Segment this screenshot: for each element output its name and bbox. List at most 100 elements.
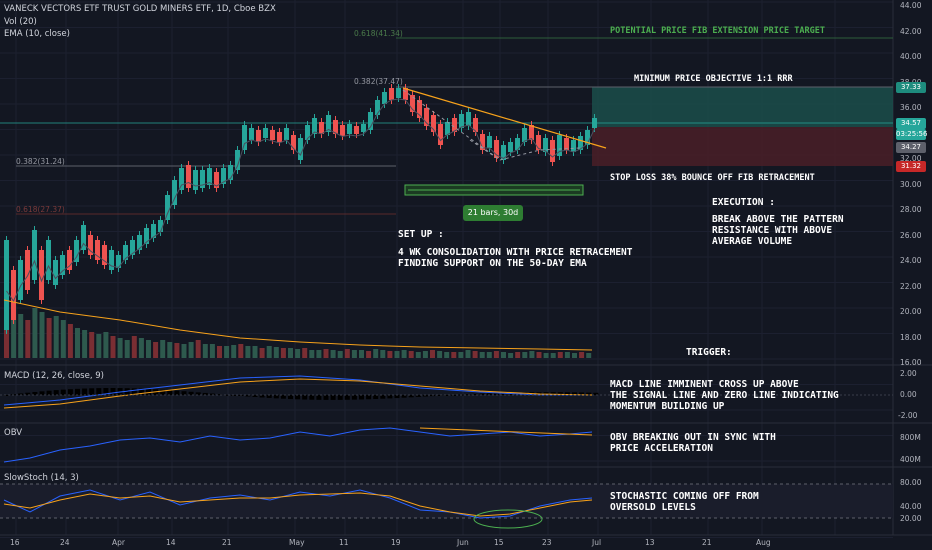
candle-body — [452, 118, 457, 132]
candle-body — [46, 240, 51, 280]
volume-bar — [202, 344, 208, 358]
time-tick: 13 — [645, 538, 655, 547]
candle-body — [389, 88, 394, 100]
candle-body — [88, 235, 93, 255]
volume-bar — [238, 344, 244, 358]
fib-target-annotation[interactable]: POTENTIAL PRICE FIB EXTENSION PRICE TARG… — [610, 26, 825, 36]
volume-bar — [103, 332, 109, 358]
volume-bar — [25, 320, 31, 358]
macd-histogram-bar — [138, 388, 144, 395]
macd-histogram-bar — [217, 394, 222, 396]
candle-body — [382, 92, 387, 104]
stop-loss-annotation[interactable]: STOP LOSS 38% BOUNCE OFF FIB RETRACEMENT — [610, 173, 815, 183]
stoch-band — [0, 484, 893, 518]
candle-body — [368, 112, 373, 130]
candle-body — [207, 168, 212, 185]
macd-histogram-bar — [32, 391, 38, 395]
volume-bar — [316, 350, 322, 358]
time-tick: 24 — [60, 538, 70, 547]
macd-histogram-bar — [366, 395, 372, 400]
volume-bar — [472, 351, 478, 358]
volume-bar — [408, 351, 414, 358]
volume-bar — [174, 343, 180, 358]
volume-bar — [387, 351, 393, 358]
stoch-annotation[interactable]: STOCHASTIC COMING OFF FROM OVERSOLD LEVE… — [610, 491, 759, 513]
time-tick: 21 — [702, 538, 712, 547]
candle-body — [543, 138, 548, 152]
volume-bar — [259, 348, 265, 358]
volume-bar — [437, 351, 443, 358]
candle-body — [424, 108, 429, 126]
volume-bar — [366, 351, 372, 358]
macd-histogram-bar — [53, 390, 59, 395]
macd-histogram-bar — [373, 395, 379, 400]
macd-histogram-bar — [39, 391, 45, 395]
obv-trendline — [419, 427, 593, 436]
macd-histogram-bar — [415, 395, 421, 397]
volume-bar — [75, 328, 80, 358]
candle-body — [151, 224, 156, 238]
obv-legend[interactable]: OBV — [4, 428, 23, 438]
price-tick: 28.00 — [900, 205, 922, 214]
execution-heading[interactable]: EXECUTION : — [712, 197, 775, 208]
candle-body — [144, 228, 149, 244]
volume-bar — [501, 352, 506, 358]
macd-annotation[interactable]: MACD LINE IMMINENT CROSS UP ABOVE THE SI… — [610, 379, 839, 412]
volume-bar — [323, 349, 329, 358]
candle-body — [298, 138, 303, 160]
candle-body — [550, 140, 555, 162]
candle-body — [396, 88, 401, 98]
macd-histogram-bar — [288, 395, 293, 400]
setup-heading[interactable]: SET UP : — [398, 229, 444, 240]
volume-bar — [401, 350, 407, 358]
trigger-heading[interactable]: TRIGGER: — [686, 347, 732, 358]
volume-legend[interactable]: Vol (20) — [4, 17, 37, 27]
candle-body — [564, 138, 569, 150]
stoch-legend[interactable]: SlowStoch (14, 3) — [4, 473, 79, 483]
macd-histogram-bar — [493, 393, 499, 395]
volume-bar — [344, 349, 350, 358]
volume-bar — [309, 350, 315, 358]
volume-bar — [280, 348, 286, 358]
volume-bar — [181, 344, 187, 358]
volume-bar — [153, 342, 159, 358]
volume-bar — [564, 352, 570, 358]
volume-bar — [444, 352, 450, 358]
candle-body — [431, 115, 436, 132]
candle-body — [326, 115, 331, 132]
candle-body — [221, 168, 226, 184]
volume-bar — [373, 349, 379, 358]
setup-text[interactable]: 4 WK CONSOLIDATION WITH PRICE RETRACEMEN… — [398, 247, 633, 269]
candle-body — [4, 240, 9, 330]
macd-histogram-bar — [160, 389, 166, 395]
candle-body — [529, 125, 534, 140]
candle-body — [81, 225, 86, 250]
macd-histogram-bar — [564, 392, 570, 395]
candle-body — [130, 240, 135, 255]
candle-body — [60, 255, 65, 275]
candle-body — [291, 135, 296, 150]
volume-bar — [146, 340, 151, 358]
min-objective-annotation[interactable]: MINIMUM PRICE OBJECTIVE 1:1 RRR — [634, 74, 793, 84]
volume-bar — [493, 351, 499, 358]
macd-histogram-bar — [295, 395, 301, 400]
macd-histogram-bar — [146, 388, 151, 395]
volume-bar — [508, 353, 514, 358]
execution-text[interactable]: BREAK ABOVE THE PATTERN RESISTANCE WITH … — [712, 214, 844, 247]
time-tick: May — [289, 538, 305, 547]
candle-body — [319, 122, 324, 134]
price-tick: 22.00 — [900, 281, 922, 291]
volume-bar — [295, 349, 301, 358]
ema-legend[interactable]: EMA (10, close) — [4, 29, 70, 39]
candle-body — [249, 128, 254, 140]
bars-range-label[interactable]: 21 bars, 30d — [463, 205, 523, 221]
macd-histogram-bar — [181, 391, 187, 395]
macd-legend[interactable]: MACD (12, 26, close, 9) — [4, 371, 104, 381]
obv-annotation[interactable]: OBV BREAKING OUT IN SYNC WITH PRICE ACCE… — [610, 432, 776, 454]
volume-bar — [224, 346, 230, 358]
candle-body — [340, 125, 345, 136]
macd-histogram-bar — [479, 393, 485, 395]
volume-bar — [522, 352, 528, 358]
